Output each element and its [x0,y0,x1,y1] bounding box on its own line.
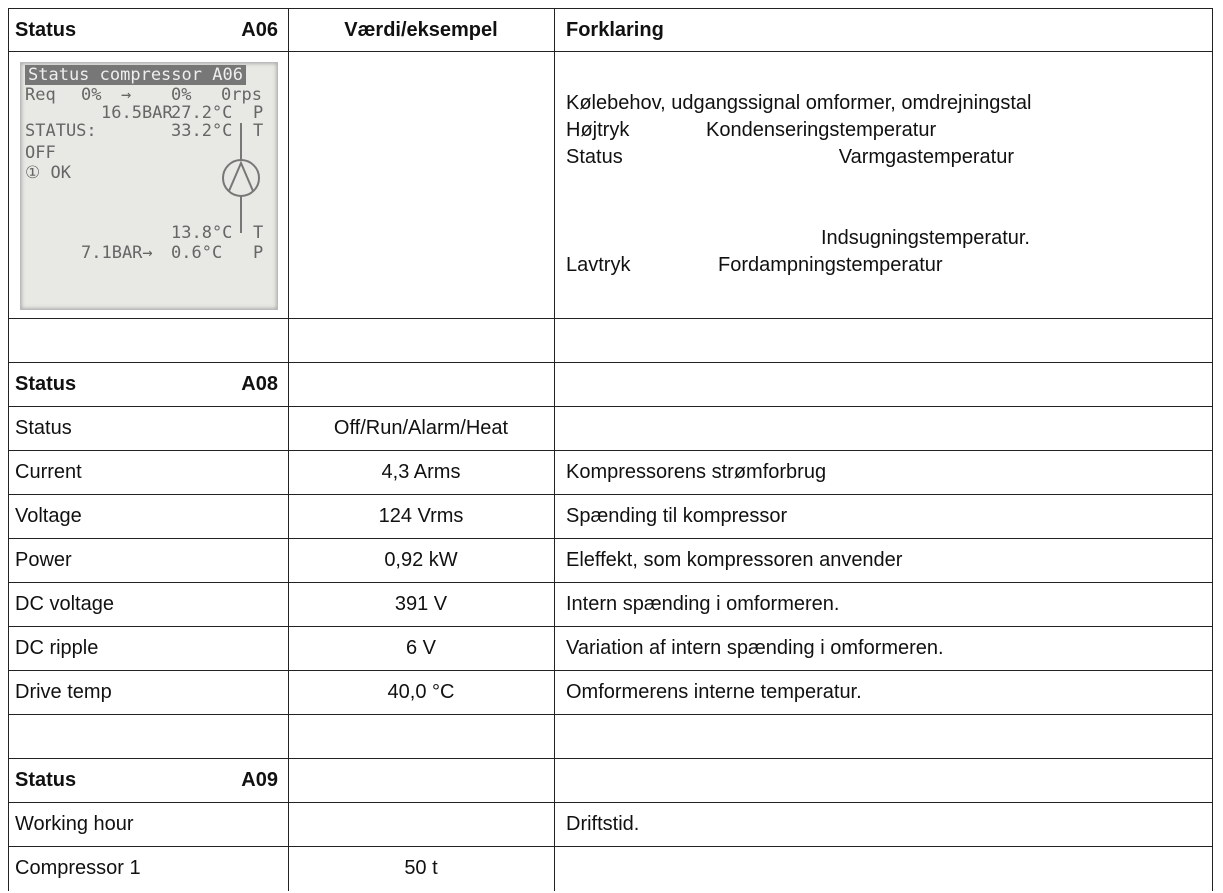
explanation-text: Spænding til kompressor [566,504,787,528]
explanation-text: Indsugningstemperatur. [821,226,1030,250]
explanation-text: Varmgastemperatur [839,145,1014,169]
parameter-value: 6 V [288,636,554,660]
parameter-name: Compressor 1 [15,856,141,880]
lcd-text: ① OK [25,163,71,183]
table-cell [8,318,288,363]
status-code: A06 [241,18,278,42]
lcd-text: 7.1BAR→ [81,243,153,263]
section-label: Status [15,768,76,792]
parameter-name: Working hour [15,812,134,836]
column-heading: Værdi/eksempel [288,18,554,42]
table-cell [288,51,554,319]
explanation-text: Eleffekt, som kompressoren anvender [566,548,902,572]
column-heading: Status [15,18,76,42]
table-cell [554,406,1213,451]
parameter-value: 50 t [288,856,554,880]
explanation-text: Intern spænding i omformeren. [566,592,839,616]
lcd-text: P [253,243,263,263]
lcd-text: P [253,103,263,123]
lcd-text: 16.5BAR [101,103,173,123]
lcd-text: Req [25,85,56,105]
compressor-symbol [221,123,261,233]
explanation-label: Lavtryk [566,253,630,277]
table-cell [554,318,1213,363]
lcd-text: 0.6°C [171,243,222,263]
parameter-value: 4,3 Arms [288,460,554,484]
lcd-text: 0% [81,85,101,105]
parameter-name: DC ripple [15,636,98,660]
lcd-text: 27.2°C [171,103,232,123]
explanation-text: Kølebehov, udgangssignal omformer, omdre… [566,91,1031,115]
page: Status A06 Værdi/eksempel Forklaring Status … [0,0,1223,893]
explanation-label: Status [566,145,623,169]
lcd-text: STATUS: [25,121,97,141]
table-cell [554,714,1213,759]
parameter-value: 124 Vrms [288,504,554,528]
explanation-label: Højtryk [566,118,629,142]
status-code: A08 [241,372,278,396]
table-cell [288,802,554,847]
parameter-name: Drive temp [15,680,112,704]
parameter-name: Status [15,416,72,440]
lcd-text: → [121,85,131,105]
explanation-text: Kondenseringstemperatur [706,118,936,142]
parameter-value: 40,0 °C [288,680,554,704]
table-cell [8,714,288,759]
parameter-value: 0,92 kW [288,548,554,572]
column-heading: Forklaring [566,18,664,42]
table-cell [288,362,554,407]
lcd-text: OFF [25,143,56,163]
parameter-value: Off/Run/Alarm/Heat [288,416,554,440]
explanation-text: Omformerens interne temperatur. [566,680,862,704]
table-cell [554,802,1213,847]
lcd-title: Status compressor A06 [25,65,246,85]
explanation-text: Kompressorens strømforbrug [566,460,826,484]
parameter-name: Voltage [15,504,82,528]
table-cell [288,714,554,759]
lcd-text: 0rps [221,85,262,105]
parameter-name: DC voltage [15,592,114,616]
lcd-text: 0% [171,85,191,105]
table-cell [554,758,1213,803]
parameter-value: 391 V [288,592,554,616]
status-code: A09 [241,768,278,792]
table-cell [554,846,1213,891]
table-cell [554,362,1213,407]
parameter-name: Power [15,548,72,572]
parameter-name: Current [15,460,82,484]
table-cell [288,758,554,803]
explanation-text: Fordampningstemperatur [718,253,943,277]
table-cell [288,318,554,363]
section-label: Status [15,372,76,396]
explanation-text: Driftstid. [566,812,639,836]
explanation-text: Variation af intern spænding i omformere… [566,636,944,660]
